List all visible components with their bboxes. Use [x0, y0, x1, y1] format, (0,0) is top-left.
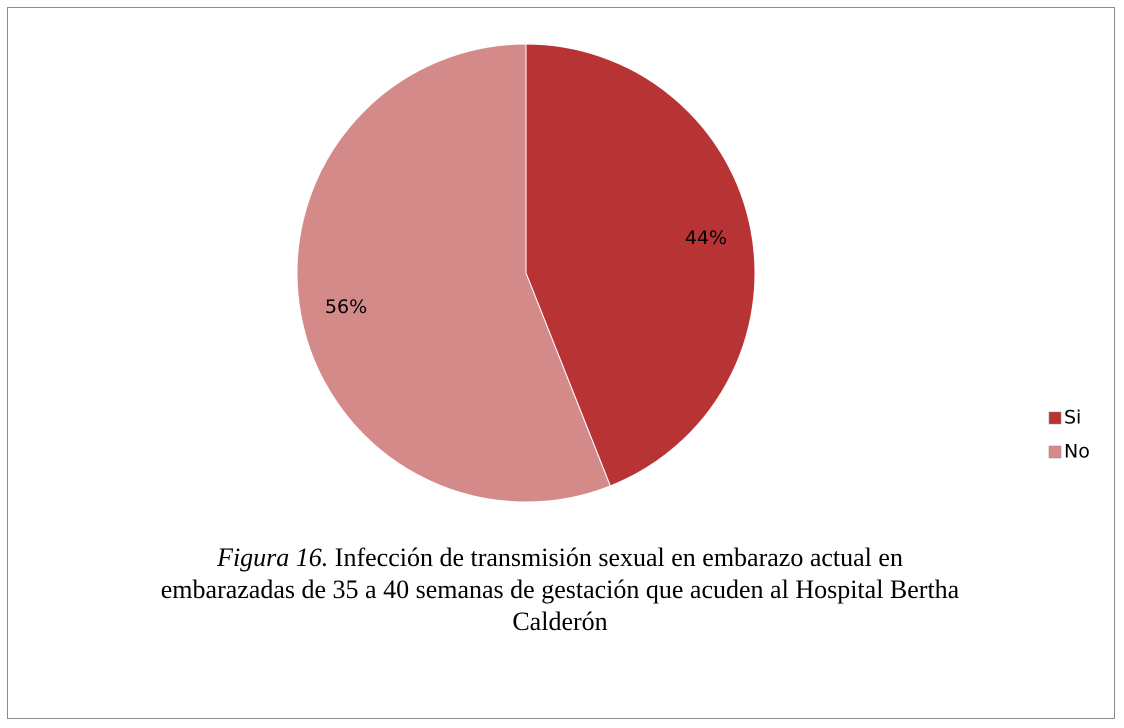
legend-label: No: [1064, 441, 1090, 463]
caption-text: Infección de transmisión sexual en embar…: [160, 543, 960, 636]
legend-swatch: [1048, 445, 1062, 459]
legend-label: Si: [1064, 407, 1081, 429]
caption: Figura 16. Infección de transmisión sexu…: [150, 542, 970, 638]
legend-swatch: [1048, 411, 1062, 425]
data-label: 44%: [685, 227, 727, 249]
pie-slice: [525, 43, 756, 487]
caption-label: Figura 16.: [217, 543, 329, 572]
chart-frame: [7, 7, 1115, 719]
data-label: 56%: [325, 296, 367, 318]
pie-slice: [296, 43, 611, 503]
